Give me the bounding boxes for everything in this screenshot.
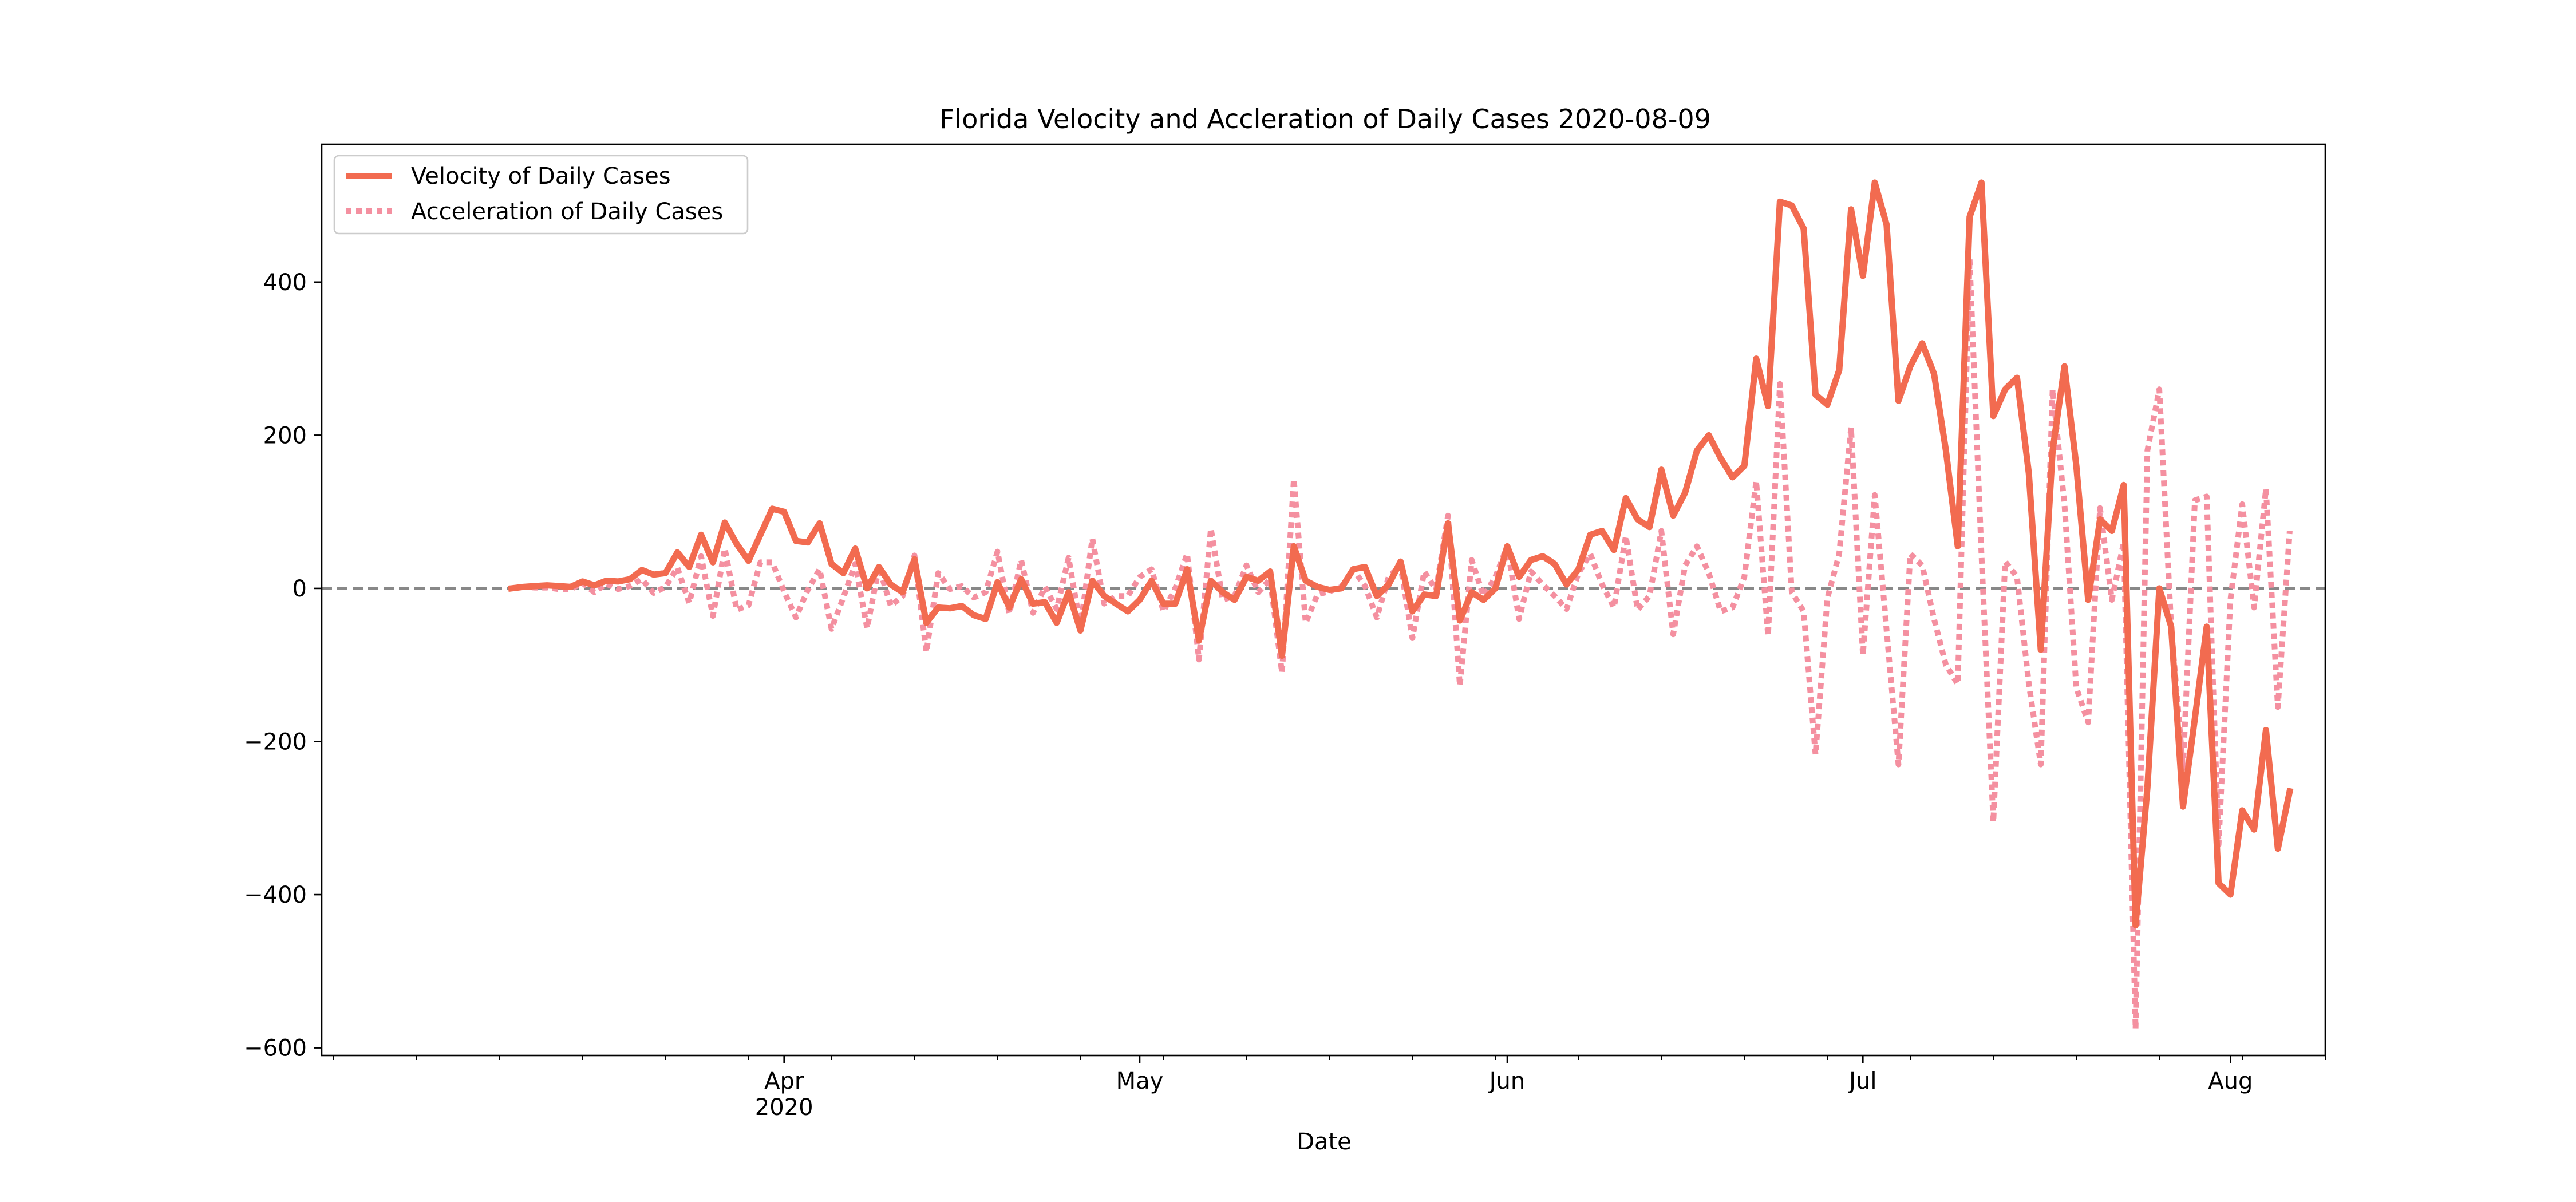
legend: Velocity of Daily Cases Acceleration of …	[333, 155, 749, 235]
y-axis: −600 −400 −200 0 200 400	[244, 270, 322, 1062]
x-tick-label: Jun	[1488, 1068, 1526, 1094]
legend-label-acceleration: Acceleration of Daily Cases	[411, 199, 723, 225]
x-axis-label: Date	[1297, 1129, 1352, 1155]
velocity-series-line	[508, 179, 2294, 929]
legend-label-velocity: Velocity of Daily Cases	[411, 163, 671, 189]
series-layer	[322, 179, 2325, 1032]
chart-title: Florida Velocity and Accleration of Dail…	[939, 104, 1711, 135]
plot-frame	[321, 143, 2326, 1057]
y-tick-label: 0	[293, 576, 307, 602]
y-tick-label: 400	[263, 270, 307, 296]
x-tick-label: Apr	[764, 1068, 804, 1094]
y-tick-label: −600	[244, 1035, 307, 1062]
x-tick-label: Jul	[1847, 1068, 1876, 1094]
x-tick-sublabel: 2020	[755, 1094, 813, 1121]
plot-area	[321, 143, 2326, 1057]
y-tick-label: 200	[263, 422, 307, 449]
y-tick-label: −200	[244, 729, 307, 755]
y-tick-label: −400	[244, 882, 307, 908]
x-tick-label: May	[1116, 1068, 1164, 1094]
x-tick-label: Aug	[2208, 1068, 2253, 1094]
legend-box	[333, 155, 749, 235]
